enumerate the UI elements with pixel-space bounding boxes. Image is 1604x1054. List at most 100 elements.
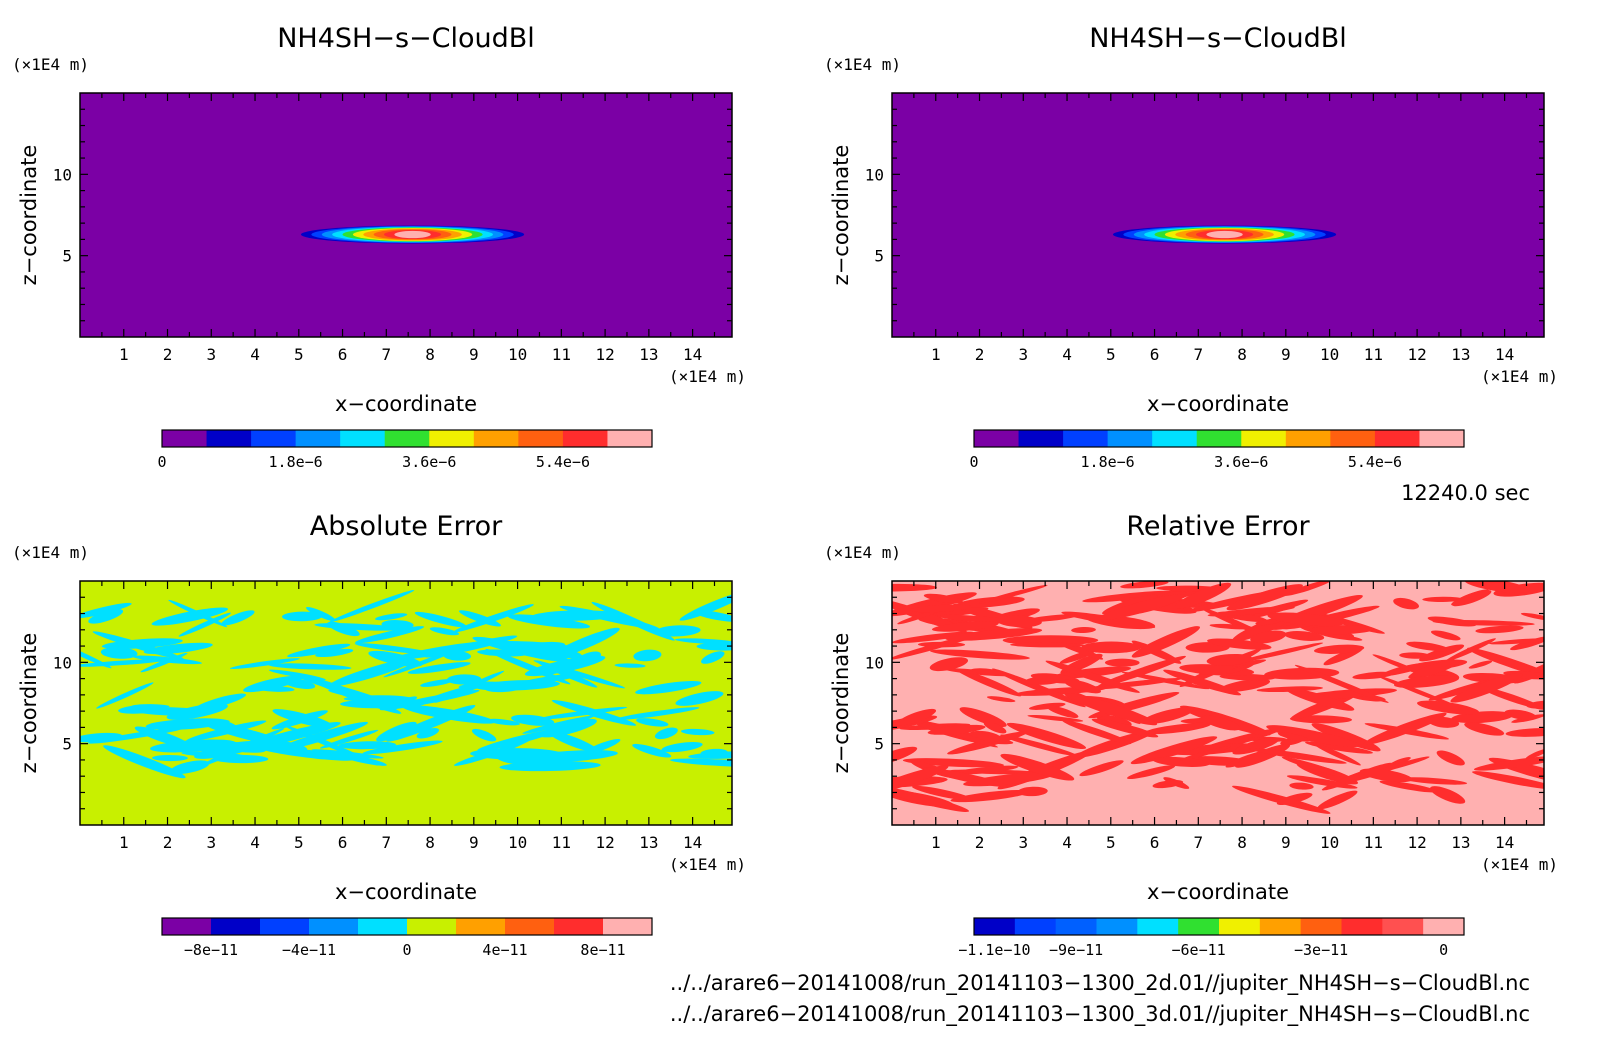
error-patch — [1352, 671, 1394, 680]
error-patch — [896, 708, 937, 726]
error-patch — [1286, 688, 1355, 711]
error-patch — [1504, 709, 1537, 721]
colorbar-swatch — [295, 430, 341, 447]
error-patch — [1141, 707, 1194, 725]
error-patch — [1091, 718, 1159, 738]
error-patch — [1206, 653, 1253, 666]
error-patch — [1127, 765, 1176, 779]
error-patch — [670, 758, 732, 767]
error-patch — [1451, 589, 1492, 607]
error-patch — [1432, 619, 1535, 626]
error-patch — [1207, 638, 1272, 650]
error-patch — [1393, 597, 1420, 610]
panel-title: NH4SH−s−CloudBl — [1089, 23, 1347, 54]
colorbar-swatch — [206, 430, 252, 447]
y-tick-label: 5 — [62, 247, 72, 266]
colorbar-swatch — [1055, 918, 1097, 935]
x-tick-label: 11 — [1364, 345, 1383, 364]
plot-frame — [79, 580, 733, 826]
colorbar-swatch — [562, 430, 608, 447]
error-patch — [897, 610, 938, 625]
x-tick-label: 14 — [683, 345, 702, 364]
error-patch — [591, 601, 675, 641]
error-patch — [1436, 750, 1465, 766]
error-patch — [420, 679, 454, 687]
x-axis-unit: (×1E4 m) — [1481, 367, 1558, 386]
error-patch — [414, 611, 467, 628]
error-patch — [132, 655, 203, 665]
colorbar-swatch — [407, 918, 457, 935]
colorbar-swatch — [1341, 918, 1383, 935]
error-patch — [633, 649, 662, 662]
error-patch — [1388, 757, 1411, 767]
error-patch — [276, 721, 369, 752]
error-patch — [80, 659, 166, 667]
error-patch — [1075, 730, 1155, 758]
error-patch — [194, 741, 260, 759]
error-patch — [1320, 633, 1363, 641]
y-axis-unit: (×1E4 m) — [12, 55, 89, 74]
error-patch — [1473, 756, 1544, 771]
error-patch — [256, 686, 295, 692]
error-patch — [283, 724, 378, 766]
x-tick-label: 6 — [1150, 833, 1160, 852]
error-patch — [517, 673, 585, 685]
x-tick-label: 9 — [1281, 345, 1291, 364]
x-axis-unit: (×1E4 m) — [669, 367, 746, 386]
error-patch — [178, 612, 232, 637]
error-patch — [992, 668, 1086, 708]
colorbar-swatch — [1196, 430, 1242, 447]
error-patch — [632, 743, 672, 758]
error-patch — [305, 607, 336, 622]
error-patch — [88, 608, 124, 624]
colorbar-swatch — [429, 430, 475, 447]
error-patch — [1250, 630, 1287, 644]
colorbar-swatch — [1285, 430, 1331, 447]
error-patch — [892, 786, 970, 812]
x-tick-label: 3 — [206, 833, 216, 852]
y-axis-unit: (×1E4 m) — [824, 543, 901, 562]
error-patch — [548, 731, 599, 753]
error-patch — [170, 760, 210, 774]
error-patch — [166, 703, 228, 720]
error-patch — [1062, 719, 1132, 745]
plot-frame — [891, 92, 1545, 338]
error-patch — [1249, 748, 1347, 764]
error-patch — [680, 728, 715, 736]
y-axis-label: z−coordinate — [17, 145, 41, 286]
colorbar-tick-label: 8e−11 — [580, 941, 625, 959]
colorbar-swatch — [340, 430, 386, 447]
y-axis-label: z−coordinate — [829, 633, 853, 774]
x-axis-label: x−coordinate — [335, 880, 477, 904]
error-patch — [1284, 631, 1325, 641]
contour-level-10 — [1206, 230, 1243, 239]
x-tick-label: 10 — [1320, 345, 1339, 364]
file-path-2d: ../../arare6−20141008/run_20141103−1300_… — [670, 971, 1530, 996]
error-patch — [986, 696, 1016, 703]
error-patch — [615, 707, 700, 720]
error-patch — [1099, 594, 1185, 620]
colorbar-tick-label: 0 — [1439, 941, 1448, 959]
error-patch — [268, 669, 326, 681]
colorbar-frame — [973, 917, 1465, 936]
error-patch — [1393, 675, 1460, 688]
error-patch — [1226, 663, 1254, 674]
x-tick-label: 5 — [1106, 345, 1116, 364]
error-patch — [701, 651, 725, 664]
colorbar-swatch — [1219, 918, 1261, 935]
x-tick-label: 2 — [163, 345, 173, 364]
error-patch — [1152, 756, 1210, 767]
error-patch — [486, 718, 520, 726]
error-patch — [329, 590, 415, 623]
x-tick-label: 3 — [1018, 345, 1028, 364]
error-patch — [945, 628, 1043, 641]
error-patch — [524, 655, 606, 677]
error-patch — [1419, 644, 1465, 662]
error-patch — [1027, 714, 1084, 722]
x-tick-label: 10 — [1320, 833, 1339, 852]
error-patch — [1145, 722, 1211, 735]
error-patch — [892, 765, 949, 794]
x-tick-label: 12 — [595, 833, 614, 852]
error-patch — [1277, 732, 1310, 742]
